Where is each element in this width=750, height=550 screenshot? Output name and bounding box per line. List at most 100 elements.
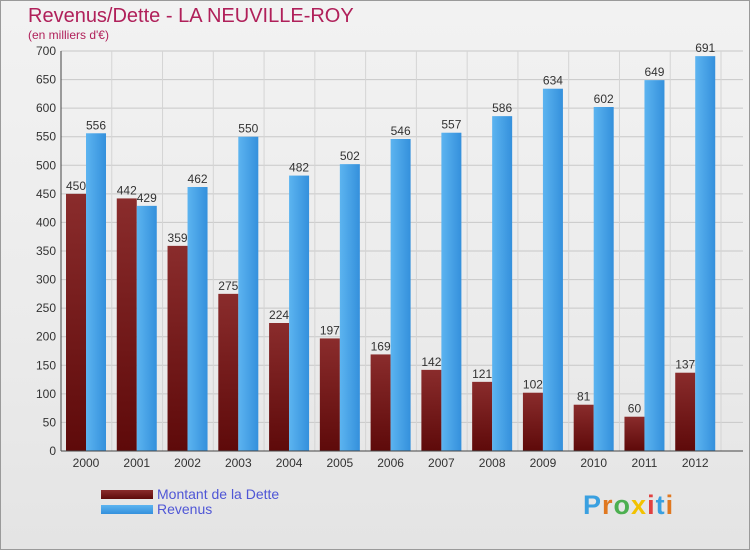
bar-revenus-2004 xyxy=(289,175,310,452)
y-tick-label: 150 xyxy=(36,358,56,372)
x-tick-label-2005: 2005 xyxy=(326,456,353,470)
data-label-dette-2002: 359 xyxy=(168,231,188,245)
data-label-revenus-2002: 462 xyxy=(188,172,208,186)
data-label-revenus-2010: 602 xyxy=(594,92,614,106)
proxiti-logo: Proxiti xyxy=(583,490,674,521)
logo-letter: r xyxy=(602,490,614,520)
x-tick-label-2007: 2007 xyxy=(428,456,455,470)
logo-letter: i xyxy=(665,490,675,520)
data-label-dette-2003: 275 xyxy=(218,279,238,293)
bar-dette-2001 xyxy=(116,198,137,451)
y-tick-label: 250 xyxy=(36,301,56,315)
data-label-revenus-2008: 586 xyxy=(492,101,512,115)
y-tick-label: 500 xyxy=(36,158,56,172)
bar-revenus-2002 xyxy=(187,187,208,451)
bar-revenus-2003 xyxy=(238,136,259,451)
logo-letter: t xyxy=(655,490,666,520)
data-label-dette-2008: 121 xyxy=(472,367,492,381)
y-axis: 0 50 100 150 200 250 300 350 400 450 500 550 600 650 7… xyxy=(36,44,62,458)
logo-letter: o xyxy=(613,490,632,520)
bar-revenus-2012 xyxy=(695,56,716,452)
y-tick-label: 600 xyxy=(36,101,56,115)
bar-dette-2009 xyxy=(522,392,543,451)
logo-letter: P xyxy=(583,490,603,520)
y-tick-label: 100 xyxy=(36,387,56,401)
x-tick-label-2012: 2012 xyxy=(682,456,709,470)
chart-subtitle: (en milliers d'€) xyxy=(28,28,109,42)
data-label-revenus-2006: 546 xyxy=(391,124,411,138)
data-label-dette-2009: 102 xyxy=(523,378,543,392)
x-tick-label-2002: 2002 xyxy=(174,456,201,470)
x-tick-label-2003: 2003 xyxy=(225,456,252,470)
data-label-revenus-2000: 556 xyxy=(86,118,106,132)
legend-label-revenus: Revenus xyxy=(157,501,213,517)
bar-revenus-2005 xyxy=(339,164,360,451)
bar-revenus-2008 xyxy=(492,116,513,452)
data-label-dette-2007: 142 xyxy=(421,355,441,369)
y-tick-label: 50 xyxy=(43,415,57,429)
data-label-dette-2000: 450 xyxy=(66,179,86,193)
data-label-dette-2010: 81 xyxy=(577,390,591,404)
data-label-dette-2004: 224 xyxy=(269,308,289,322)
data-label-revenus-2005: 502 xyxy=(340,149,360,163)
data-label-revenus-2003: 550 xyxy=(238,122,258,136)
data-label-dette-2011: 60 xyxy=(628,402,642,416)
legend-swatch-dette xyxy=(101,490,153,499)
bar-dette-2011 xyxy=(624,416,645,451)
y-tick-label: 350 xyxy=(36,244,56,258)
bar-dette-2012 xyxy=(675,372,696,451)
data-label-revenus-2007: 557 xyxy=(441,118,461,132)
data-label-revenus-2004: 482 xyxy=(289,161,309,175)
x-tick-label-2008: 2008 xyxy=(479,456,506,470)
bar-revenus-2011 xyxy=(644,80,665,452)
x-tick-label-2006: 2006 xyxy=(377,456,404,470)
y-tick-label: 400 xyxy=(36,215,56,229)
bar-dette-2008 xyxy=(472,381,493,451)
y-tick-label: 200 xyxy=(36,330,56,344)
bar-dette-2004 xyxy=(269,323,290,451)
bars xyxy=(66,56,716,452)
y-tick-label: 300 xyxy=(36,273,56,287)
x-tick-label-2010: 2010 xyxy=(580,456,607,470)
bar-dette-2010 xyxy=(573,404,594,451)
data-label-revenus-2001: 429 xyxy=(137,191,157,205)
y-tick-label: 450 xyxy=(36,187,56,201)
logo-letter: x xyxy=(631,490,648,520)
x-tick-label-2000: 2000 xyxy=(73,456,100,470)
legend-label-dette: Montant de la Dette xyxy=(157,486,280,502)
bar-dette-2000 xyxy=(66,193,86,451)
y-tick-label: 650 xyxy=(36,73,56,87)
y-tick-label: 700 xyxy=(36,44,56,58)
chart-title: Revenus/Dette - LA NEUVILLE-ROY xyxy=(28,5,354,27)
data-label-revenus-2011: 649 xyxy=(644,65,664,79)
x-tick-label-2009: 2009 xyxy=(530,456,557,470)
y-tick-label: 0 xyxy=(49,444,56,458)
bar-revenus-2001 xyxy=(136,205,157,451)
data-label-dette-2006: 169 xyxy=(371,339,391,353)
data-label-dette-2001: 442 xyxy=(117,183,137,197)
bar-revenus-2009 xyxy=(542,88,563,451)
bar-dette-2005 xyxy=(319,338,340,451)
x-tick-label-2011: 2011 xyxy=(632,456,658,470)
data-label-dette-2012: 137 xyxy=(675,358,695,372)
bar-revenus-2000 xyxy=(86,133,106,452)
bar-revenus-2006 xyxy=(390,139,411,451)
bar-dette-2006 xyxy=(370,354,391,451)
data-label-dette-2005: 197 xyxy=(320,323,340,337)
data-label-revenus-2009: 634 xyxy=(543,74,563,88)
y-tick-label: 550 xyxy=(36,130,56,144)
bar-revenus-2007 xyxy=(441,132,462,451)
legend-swatch-revenus xyxy=(101,505,153,514)
bar-revenus-2010 xyxy=(593,107,614,451)
bar-dette-2003 xyxy=(218,293,239,451)
x-tick-label-2001: 2001 xyxy=(123,456,150,470)
x-axis: 2000 2001 2002 2003 2004 2005 2006 2007 2008 2009… xyxy=(61,450,743,470)
bar-dette-2002 xyxy=(167,245,188,451)
bar-dette-2007 xyxy=(421,369,442,451)
data-label-revenus-2012: 691 xyxy=(695,41,715,55)
x-tick-label-2004: 2004 xyxy=(276,456,303,470)
logo-letter: i xyxy=(647,490,656,520)
